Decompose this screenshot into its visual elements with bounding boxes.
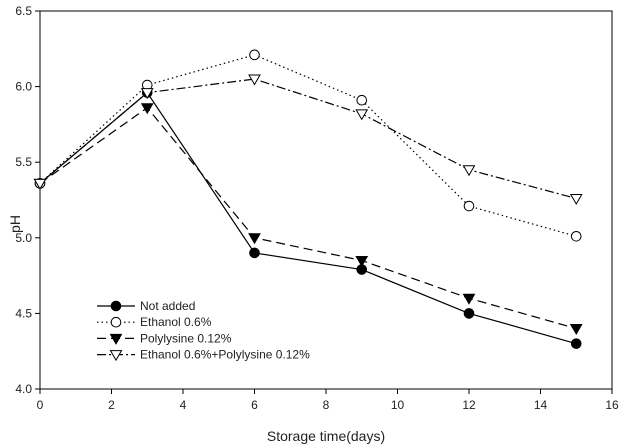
data-point	[356, 94, 368, 106]
data-point	[355, 255, 369, 267]
legend-label: Polylysine 0.12%	[140, 331, 232, 345]
data-point	[570, 338, 582, 349]
y-tick-label: 5.5	[15, 155, 32, 169]
legend-item: Polylysine 0.12%	[97, 331, 232, 345]
data-point	[570, 230, 582, 242]
legend-marker	[110, 316, 122, 328]
x-tick-label: 4	[180, 398, 187, 412]
data-point	[140, 88, 154, 100]
data-point	[140, 103, 154, 115]
series-2	[33, 103, 583, 336]
y-tick-label: 5.0	[15, 231, 32, 245]
series-line	[39, 78, 577, 200]
legend-label: Not added	[140, 299, 195, 313]
legend: Not added Ethanol 0.6% Polylysine 0.12% Eth…	[97, 299, 310, 362]
legend-marker	[110, 300, 122, 312]
legend-label: Ethanol 0.6%	[140, 315, 212, 329]
data-point	[463, 200, 475, 212]
series-1	[34, 49, 582, 242]
x-tick-label: 16	[605, 398, 619, 412]
y-tick-label: 6.0	[15, 80, 32, 94]
data-point	[462, 293, 476, 305]
series-line	[39, 106, 577, 330]
x-tick-label: 0	[37, 398, 44, 412]
legend-label: Ethanol 0.6%+Polylysine 0.12%	[140, 348, 310, 362]
x-tick-label: 6	[251, 398, 258, 412]
legend-item: Ethanol 0.6%	[97, 315, 212, 329]
series-3	[33, 74, 583, 205]
data-point	[248, 74, 261, 86]
data-point	[33, 178, 47, 190]
plot-frame	[39, 10, 613, 390]
data-point	[569, 324, 583, 336]
series-layer	[33, 49, 583, 349]
x-axis-title: Storage time(days)	[267, 428, 385, 444]
series-line	[39, 54, 577, 237]
y-axis-title: pH	[7, 215, 23, 233]
x-tick-label: 10	[391, 398, 405, 412]
series-line	[39, 91, 577, 345]
legend-marker	[109, 333, 123, 345]
x-tick-label: 12	[462, 398, 476, 412]
axis-ticks: 0 2 4 6 8 10 12 14 16 4.0 4.5 5.0 5.5 6.0 6.5	[15, 4, 619, 412]
plot-frame-rect	[39, 10, 613, 390]
x-tick-label: 2	[108, 398, 115, 412]
data-point	[355, 109, 369, 121]
legend-item: Ethanol 0.6%+Polylysine 0.12%	[97, 348, 310, 362]
x-tick-label: 14	[534, 398, 548, 412]
data-point	[249, 247, 260, 259]
data-point	[569, 193, 583, 205]
data-point	[462, 165, 476, 177]
y-tick-label: 4.0	[15, 382, 32, 396]
data-point	[249, 49, 260, 61]
data-point	[463, 308, 475, 319]
y-tick-label: 6.5	[15, 4, 32, 18]
legend-item: Not added	[97, 299, 195, 313]
y-tick-label: 4.5	[15, 306, 32, 320]
data-point	[248, 233, 261, 245]
legend-marker	[109, 350, 123, 362]
x-tick-label: 8	[323, 398, 330, 412]
